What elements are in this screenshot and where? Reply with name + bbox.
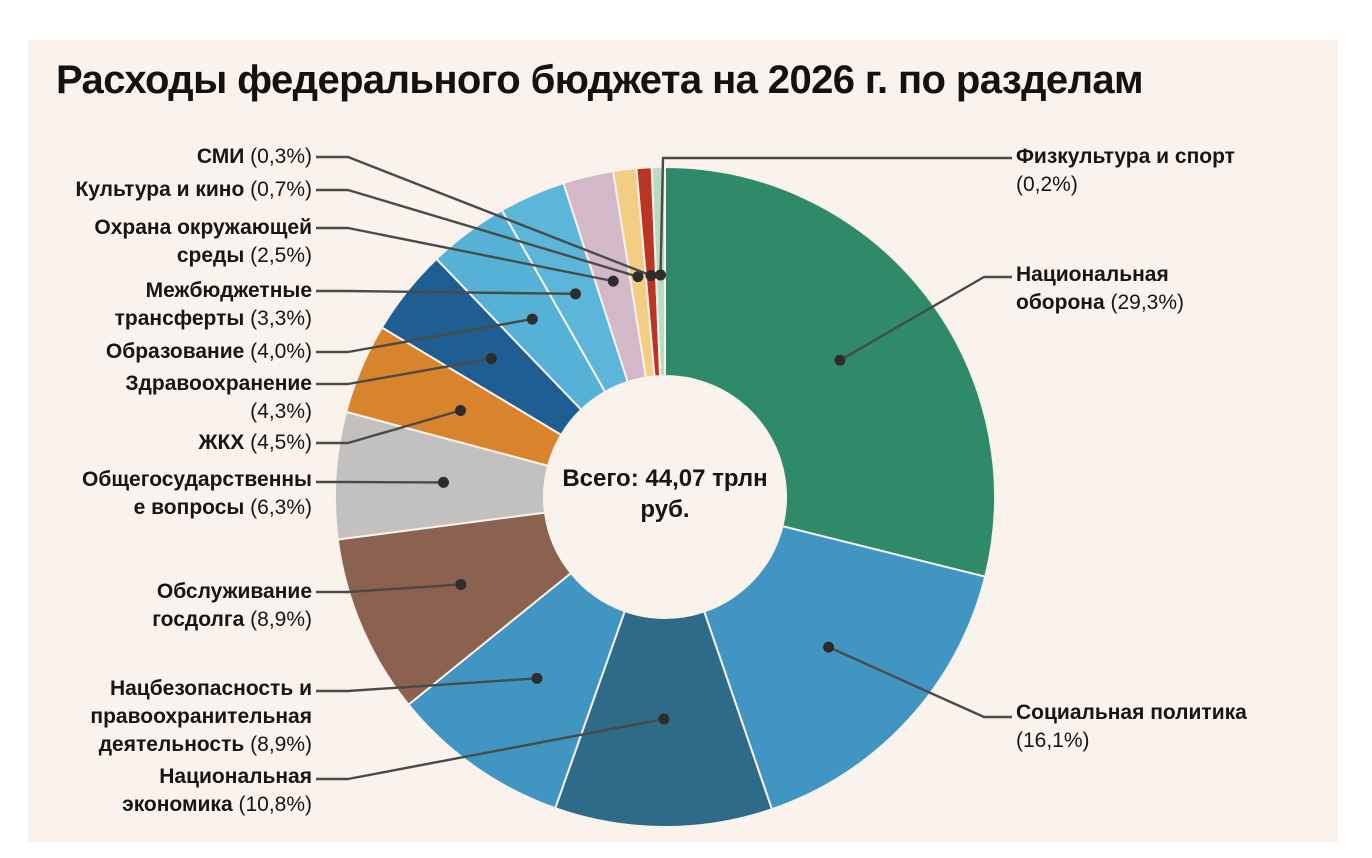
- slice-label: Охрана окружающей среды (2,5%): [94, 216, 312, 267]
- leader-dot: [570, 288, 582, 300]
- leader-line: [316, 226, 614, 283]
- leader-line: [316, 357, 492, 386]
- leader-line: [316, 188, 639, 278]
- leader-line: [316, 583, 462, 594]
- leader-dot: [632, 271, 644, 283]
- slice-label: Физкультура и спорт (0,2%): [1016, 145, 1235, 196]
- leader-line: [839, 275, 1012, 362]
- leader-dot: [655, 269, 667, 281]
- leader-line: [316, 677, 538, 693]
- leader-line: [316, 717, 665, 781]
- leader-line: [316, 317, 533, 354]
- leader-dot: [823, 641, 835, 653]
- pie-slice-2: [702, 525, 987, 811]
- slice-label: ЖКХ (4,5%): [198, 431, 313, 454]
- slice-label: Национальная оборона (29,3%): [1016, 263, 1185, 314]
- pie-slice-4: [407, 571, 627, 810]
- leader-dot: [437, 476, 449, 488]
- slice-label: Нацбезопасность и правоохранительная деяте…: [90, 677, 312, 756]
- slice-label: Здравоохранение (4,3%): [125, 372, 312, 423]
- slice-label: Национальная экономика (10,8%): [122, 765, 312, 816]
- leader-dot: [658, 713, 670, 725]
- leader-line: [316, 409, 461, 445]
- leader-dot: [607, 275, 619, 287]
- leader-line: [659, 156, 1012, 276]
- pie-slice-1: [664, 165, 996, 578]
- pie-slice-5: [336, 511, 573, 707]
- leader-dot: [455, 578, 467, 590]
- slice-label: Социальная политика (16,1%): [1016, 701, 1247, 752]
- slice-label: СМИ (0,3%): [196, 145, 312, 168]
- leader-line: [316, 155, 652, 277]
- slice-label: Культура и кино (0,7%): [75, 178, 312, 201]
- leader-dot: [531, 672, 543, 684]
- chart-title: Расходы федерального бюджета на 2026 г. …: [56, 58, 1144, 102]
- leader-dot: [526, 313, 538, 325]
- slice-label: Обслуживание госдолга (8,9%): [152, 580, 312, 631]
- leader-dot: [485, 353, 497, 365]
- center-total-label: Всего: 44,07 трлн руб.: [562, 465, 768, 523]
- leader-line: [316, 289, 576, 296]
- leader-dot: [834, 354, 846, 366]
- leader-line: [828, 645, 1012, 719]
- slice-label: Образование (4,0%): [105, 340, 312, 363]
- slice-label: Межбюджетные трансферты (3,3%): [114, 279, 312, 330]
- leader-dot: [455, 404, 467, 416]
- slice-label: Общегосударственны е вопросы (6,3%): [82, 468, 312, 519]
- leader-dot: [645, 269, 657, 281]
